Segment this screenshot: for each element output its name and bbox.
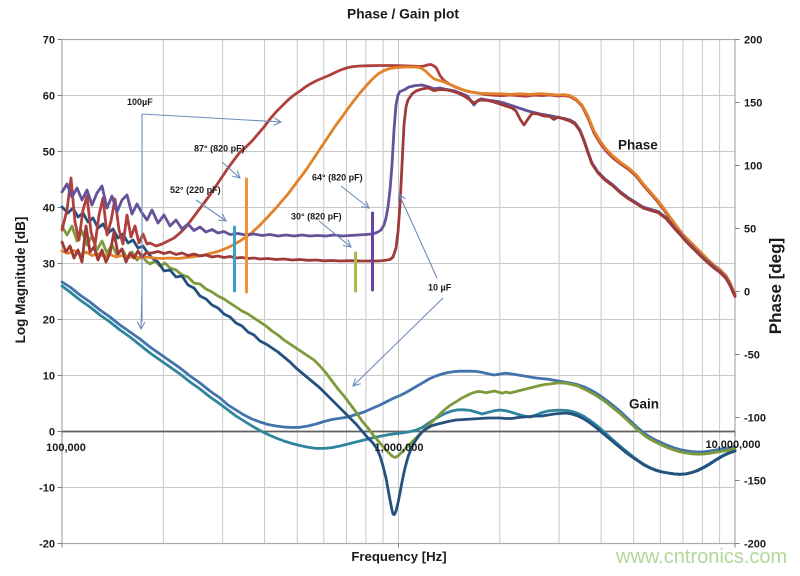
svg-text:Gain: Gain — [629, 397, 659, 412]
svg-text:100: 100 — [744, 161, 762, 173]
svg-text:30° (820 pF): 30° (820 pF) — [291, 212, 342, 222]
svg-text:52° (220 pF): 52° (220 pF) — [170, 185, 221, 195]
svg-text:60: 60 — [43, 91, 55, 103]
svg-text:-20: -20 — [39, 539, 55, 551]
svg-text:-150: -150 — [744, 476, 766, 488]
svg-text:50: 50 — [744, 224, 756, 236]
svg-text:Phase: Phase — [618, 138, 658, 153]
svg-text:30: 30 — [43, 259, 55, 271]
svg-text:-200: -200 — [744, 539, 766, 551]
svg-text:10,000,000: 10,000,000 — [705, 439, 760, 451]
svg-text:Frequency [Hz]: Frequency [Hz] — [351, 549, 446, 564]
svg-text:-100: -100 — [744, 413, 766, 425]
svg-text:150: 150 — [744, 98, 762, 110]
svg-text:-10: -10 — [39, 483, 55, 495]
svg-text:-50: -50 — [744, 350, 760, 362]
svg-text:200: 200 — [744, 35, 762, 47]
svg-text:50: 50 — [43, 147, 55, 159]
svg-text:100µF: 100µF — [127, 97, 153, 107]
svg-text:1,000,000: 1,000,000 — [375, 442, 424, 454]
svg-text:100,000: 100,000 — [46, 442, 86, 454]
svg-text:87° (820 pF): 87° (820 pF) — [194, 144, 245, 154]
svg-text:64° (820 pF): 64° (820 pF) — [312, 173, 363, 183]
svg-text:40: 40 — [43, 203, 55, 215]
svg-text:Log Magnitude [dB]: Log Magnitude [dB] — [13, 217, 28, 344]
svg-text:0: 0 — [744, 287, 750, 299]
svg-text:www.cntronics.com: www.cntronics.com — [615, 546, 787, 568]
svg-text:20: 20 — [43, 315, 55, 327]
svg-text:10: 10 — [43, 371, 55, 383]
svg-text:Phase [deg]: Phase [deg] — [766, 238, 785, 334]
svg-text:10 µF: 10 µF — [428, 283, 452, 293]
svg-text:70: 70 — [43, 35, 55, 47]
svg-text:0: 0 — [49, 427, 55, 439]
svg-text:Phase / Gain plot: Phase / Gain plot — [347, 7, 459, 22]
